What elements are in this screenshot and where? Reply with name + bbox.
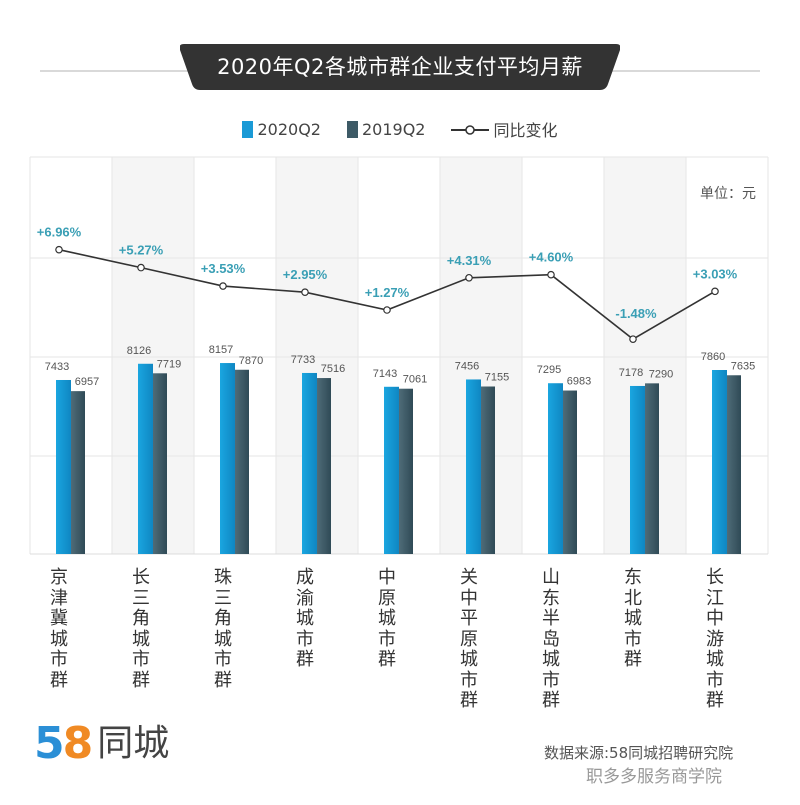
value-label-2020q2: 7143	[373, 368, 397, 380]
x-axis-label: 关中平原城市群	[460, 567, 478, 711]
value-label-2019q2: 7719	[157, 358, 181, 370]
legend-swatch-2019q2	[346, 120, 358, 138]
yoy-point	[547, 270, 555, 279]
yoy-point	[383, 306, 391, 314]
legend-item-yoy: 同比变化	[451, 117, 558, 141]
logo-digit-5: 5	[34, 718, 65, 769]
value-label-2020q2: 7456	[455, 360, 479, 372]
legend: 2020Q2 2019Q2 同比变化	[0, 118, 800, 140]
bar-2020q2	[56, 379, 71, 554]
yoy-point	[711, 287, 719, 296]
yoy-label: +3.03%	[693, 266, 738, 281]
value-label-2019q2: 6983	[567, 376, 591, 388]
x-axis-label: 京津冀城市群	[50, 567, 68, 691]
value-label-2020q2: 7295	[537, 364, 561, 376]
bar-2019q2	[317, 378, 331, 554]
legend-item-2019q2: 2019Q2	[346, 119, 426, 139]
bar-2019q2	[645, 383, 659, 554]
title-banner-shape	[180, 44, 620, 90]
legend-label: 2020Q2	[257, 119, 321, 139]
title-banner: 2020年Q2各城市群企业支付平均月薪	[180, 44, 620, 90]
bar-2020q2	[384, 386, 399, 554]
yoy-point	[55, 245, 63, 254]
yoy-label: +5.27%	[119, 243, 164, 258]
value-label-2020q2: 7433	[45, 361, 69, 373]
yoy-label: +4.60%	[529, 250, 574, 265]
bar-2020q2	[712, 369, 727, 554]
bar-2020q2	[466, 379, 481, 554]
bar-2020q2	[548, 383, 563, 554]
bar-2019q2	[235, 369, 249, 554]
x-axis-label: 成渝城市群	[296, 567, 314, 670]
unit-label: 单位：元	[700, 186, 756, 202]
bar-2020q2	[302, 372, 317, 554]
bar-2019q2	[563, 390, 577, 554]
title-divider-left	[40, 70, 190, 72]
legend-label: 同比变化	[493, 121, 558, 140]
logo-text: 同城	[97, 723, 170, 764]
value-label-2019q2: 7155	[485, 372, 509, 384]
legend-label: 2019Q2	[361, 119, 426, 139]
yoy-label: +1.27%	[365, 285, 410, 300]
x-axis-label: 山东半岛城市群	[542, 567, 560, 711]
title-divider-right	[610, 70, 760, 72]
x-axis-label: 中原城市群	[378, 567, 396, 670]
bar-2020q2	[630, 385, 645, 554]
yoy-point	[219, 282, 227, 290]
x-axis-label: 长江中游城市群	[706, 567, 724, 711]
value-label-2020q2: 7178	[619, 367, 643, 379]
value-label-2020q2: 7733	[291, 354, 315, 366]
legend-item-2020q2: 2020Q2	[242, 120, 321, 139]
chart-title: 2020年Q2各城市群企业支付平均月薪	[217, 55, 583, 79]
yoy-point	[301, 288, 309, 296]
yoy-label: +4.31%	[447, 253, 492, 268]
yoy-point	[465, 273, 473, 282]
value-label-2019q2: 6957	[75, 376, 99, 388]
brand-logo: 5 8 同城	[34, 718, 169, 770]
value-label-2019q2: 7870	[239, 355, 263, 367]
value-label-2020q2: 7860	[701, 351, 725, 363]
yoy-point	[629, 335, 637, 343]
x-axis-label: 东北城市群	[624, 567, 642, 670]
value-label-2019q2: 7516	[321, 363, 345, 375]
bar-2019q2	[727, 375, 741, 554]
value-label-2019q2: 7635	[731, 360, 755, 372]
value-label-2020q2: 8126	[127, 345, 151, 357]
line-marker-icon	[451, 122, 490, 136]
value-label-2019q2: 7061	[403, 374, 427, 386]
watermark: 职多多服务商学院	[586, 767, 722, 787]
bar-2019q2	[481, 386, 495, 554]
yoy-label: +2.95%	[283, 267, 328, 282]
bar-2020q2	[220, 363, 235, 554]
yoy-label: +6.96%	[37, 225, 82, 240]
yoy-point	[137, 263, 145, 272]
logo-digit-8: 8	[62, 718, 94, 769]
value-label-2019q2: 7290	[649, 368, 673, 380]
bar-2019q2	[71, 391, 85, 554]
yoy-label: -1.48%	[615, 306, 657, 321]
bar-2019q2	[153, 373, 167, 554]
x-axis-label: 长三角城市群	[132, 567, 150, 691]
bar-2019q2	[399, 388, 413, 554]
legend-swatch-2020q2	[242, 120, 254, 138]
data-source: 数据来源:58同城招聘研究院	[544, 744, 734, 762]
yoy-label: +3.53%	[201, 261, 246, 276]
bar-2020q2	[138, 363, 153, 554]
x-axis-label: 珠三角城市群	[214, 567, 232, 691]
value-label-2020q2: 8157	[209, 344, 233, 356]
